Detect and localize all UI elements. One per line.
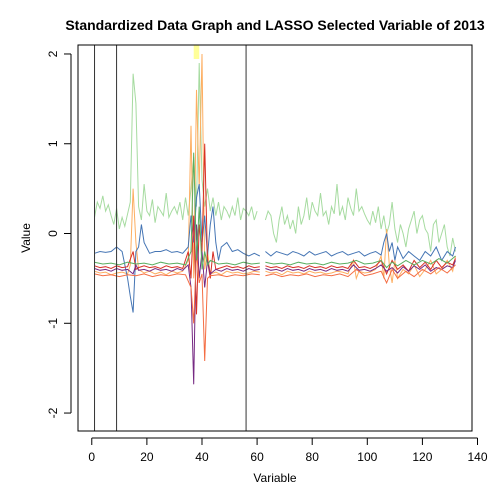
series-1-line-segment-2 — [264, 184, 456, 257]
chart-title: Standardized Data Graph and LASSO Select… — [65, 17, 485, 33]
highlight-band — [193, 45, 200, 59]
series-2-line-segment-1 — [94, 53, 260, 279]
y-tick-label: 0 — [46, 230, 60, 237]
y-tick-label: 2 — [46, 50, 60, 57]
series-2-line-segment-2 — [265, 228, 456, 283]
plot-frame — [77, 44, 473, 432]
x-tick-label: 120 — [412, 450, 432, 464]
series-6-line-segment-2 — [265, 264, 456, 285]
series-layer — [94, 53, 456, 385]
x-tick-label: 20 — [140, 450, 154, 464]
y-tick-label: -1 — [46, 318, 60, 329]
series-1-line-segment-1 — [94, 62, 258, 230]
x-tick-label: 40 — [195, 450, 209, 464]
y-tick-label: 1 — [46, 140, 60, 147]
x-tick-label: 80 — [306, 450, 320, 464]
x-tick-label: 140 — [467, 450, 487, 464]
series-3-line-segment-2 — [265, 233, 456, 262]
series-6-line-segment-1 — [94, 251, 260, 362]
series-5-line-segment-2 — [265, 260, 456, 274]
series-5-line-segment-1 — [94, 224, 260, 385]
y-axis: -2 -1 0 1 2 — [46, 50, 72, 418]
series-4-line-segment-1 — [94, 143, 260, 315]
series-3-line-segment-1 — [94, 184, 261, 313]
series-7-line-segment-2 — [265, 255, 456, 269]
selected-variable-lines — [94, 45, 247, 431]
x-tick-label: 0 — [88, 450, 95, 464]
x-axis: 0 20 40 60 80 100 120 140 — [88, 437, 488, 464]
y-axis-label: Value — [19, 223, 33, 253]
x-axis-label: Variable — [253, 471, 296, 485]
y-tick-label: -2 — [46, 407, 60, 418]
series-7-line-segment-1 — [94, 152, 260, 270]
x-tick-label: 60 — [250, 450, 264, 464]
series-4-line-segment-2 — [265, 258, 456, 276]
x-tick-label: 100 — [357, 450, 377, 464]
